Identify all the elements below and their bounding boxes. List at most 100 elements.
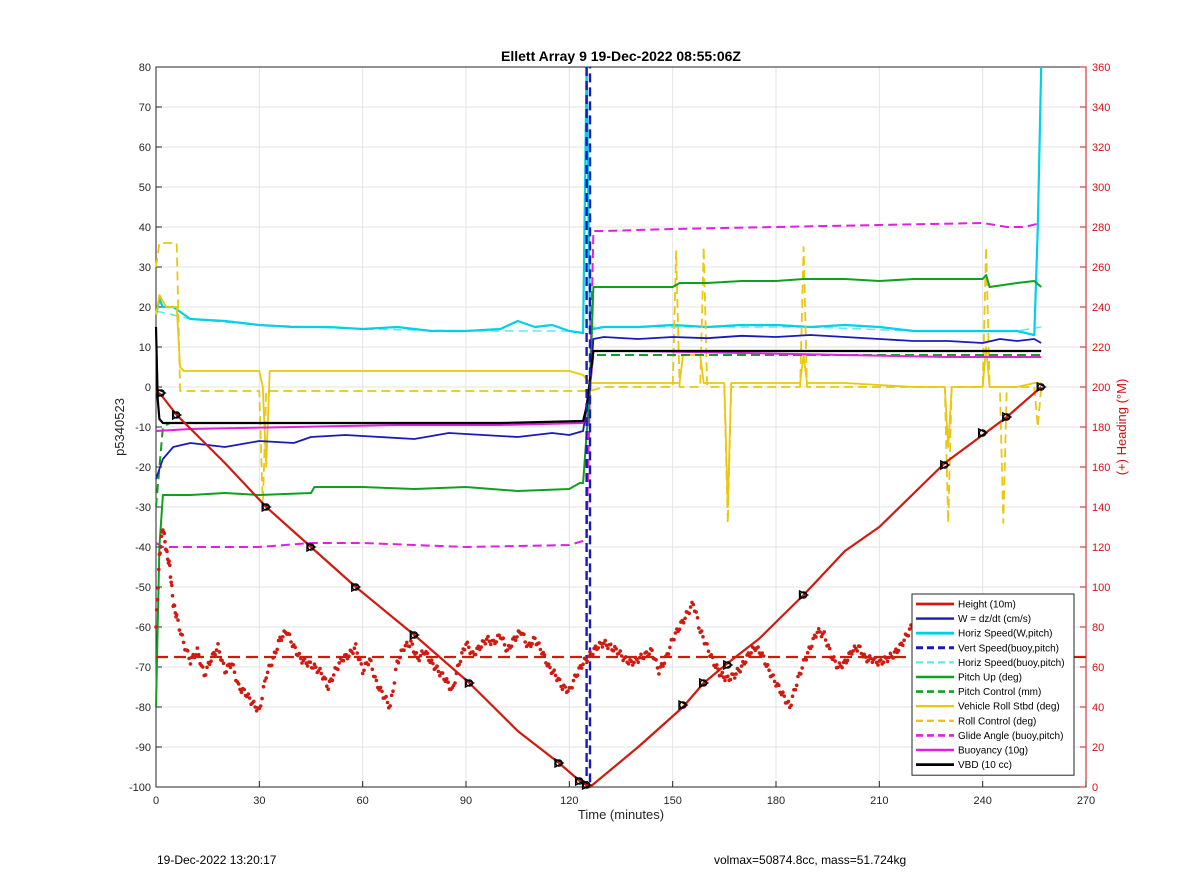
x-tick-label: 30 <box>253 795 265 807</box>
heading-point <box>571 678 576 683</box>
series-layer <box>154 65 1043 789</box>
heading-point <box>227 662 231 667</box>
heading-point <box>425 651 430 656</box>
heading-point <box>352 646 357 650</box>
heading-point <box>757 651 762 655</box>
heading-point <box>462 648 467 652</box>
heading-point <box>471 650 475 654</box>
heading-point <box>566 689 570 693</box>
heading-point <box>837 661 842 665</box>
heading-point <box>695 616 700 620</box>
heading-point <box>483 642 488 646</box>
heading-point <box>158 551 162 555</box>
heading-point <box>168 575 173 579</box>
heading-point <box>224 670 229 674</box>
heading-point <box>655 666 660 670</box>
heading-point <box>263 679 267 683</box>
heading-point <box>156 586 160 590</box>
heading-point <box>289 640 293 644</box>
legend-entry: W = dz/dt (cm/s) <box>958 614 1031 625</box>
heading-point <box>661 664 665 668</box>
heading-point <box>458 659 463 664</box>
heading-point <box>786 699 791 704</box>
heading-point <box>552 668 556 672</box>
heading-point <box>878 658 883 662</box>
heading-point <box>765 663 770 667</box>
height-marker <box>171 409 183 421</box>
heading-point <box>657 672 661 676</box>
heading-point <box>715 663 719 667</box>
heading-point <box>553 673 558 678</box>
heading-point <box>207 662 212 666</box>
heading-point <box>217 650 222 654</box>
heading-point <box>629 659 634 663</box>
heading-point <box>585 659 589 664</box>
heading-point <box>440 671 445 675</box>
heading-point <box>260 696 264 701</box>
heading-point <box>253 705 257 709</box>
heading-point <box>796 674 800 679</box>
height-marker-ring <box>940 461 949 469</box>
y-tick-label: -100 <box>129 782 151 794</box>
heading-point <box>407 644 412 649</box>
heading-point <box>298 656 303 661</box>
right-y-tick-label: 80 <box>1092 622 1104 634</box>
heading-point <box>544 661 548 665</box>
heading-point <box>815 630 820 635</box>
heading-point <box>548 665 552 670</box>
heading-point <box>805 650 810 655</box>
series-height-10m <box>155 386 1042 789</box>
heading-point <box>902 638 906 643</box>
height-marker <box>351 581 362 593</box>
heading-point <box>691 602 696 607</box>
y-tick-label: 50 <box>139 182 151 194</box>
heading-point <box>906 633 911 638</box>
right-y-axis-label: (+) Heading (°M) <box>1114 379 1129 476</box>
heading-point <box>502 643 507 647</box>
heading-point <box>624 655 628 659</box>
heading-point <box>681 620 686 625</box>
heading-point <box>799 672 803 676</box>
heading-point <box>771 673 775 677</box>
heading-point <box>487 639 492 644</box>
y-tick-label: -50 <box>135 582 151 594</box>
heading-point <box>303 656 307 661</box>
heading-point <box>873 655 877 660</box>
heading-point <box>716 667 720 671</box>
heading-point <box>360 671 365 676</box>
heading-point <box>896 648 901 653</box>
heading-point <box>611 648 616 653</box>
heading-point <box>632 660 636 665</box>
heading-point <box>435 664 439 668</box>
heading-point <box>239 690 244 694</box>
heading-point <box>816 627 821 631</box>
heading-point <box>154 608 159 612</box>
height-marker-ring <box>172 411 181 419</box>
x-tick-label: 270 <box>1077 795 1095 807</box>
x-axis-label: Time (minutes) <box>578 807 664 822</box>
heading-point <box>731 672 736 677</box>
heading-point <box>165 549 169 554</box>
heading-point <box>654 658 658 662</box>
legend-entry: Glide Angle (buoy,pitch) <box>958 731 1063 742</box>
heading-point <box>398 655 402 660</box>
heading-point <box>618 649 623 653</box>
heading-point <box>743 660 748 665</box>
heading-point <box>396 660 401 665</box>
heading-point <box>389 693 394 698</box>
height-marker <box>678 699 689 711</box>
heading-point <box>246 692 251 696</box>
x-tick-label: 240 <box>973 795 991 807</box>
heading-point <box>557 677 562 682</box>
heading-point <box>677 627 682 632</box>
heading-point <box>672 637 676 642</box>
heading-point <box>391 689 395 693</box>
heading-point <box>388 704 393 708</box>
y-tick-label: 60 <box>139 142 151 154</box>
heading-point <box>209 659 213 663</box>
heading-point <box>827 646 832 651</box>
heading-point <box>647 652 651 656</box>
legend-entry: Height (10m) <box>958 600 1016 611</box>
heading-point <box>850 652 854 656</box>
heading-point <box>162 531 167 536</box>
